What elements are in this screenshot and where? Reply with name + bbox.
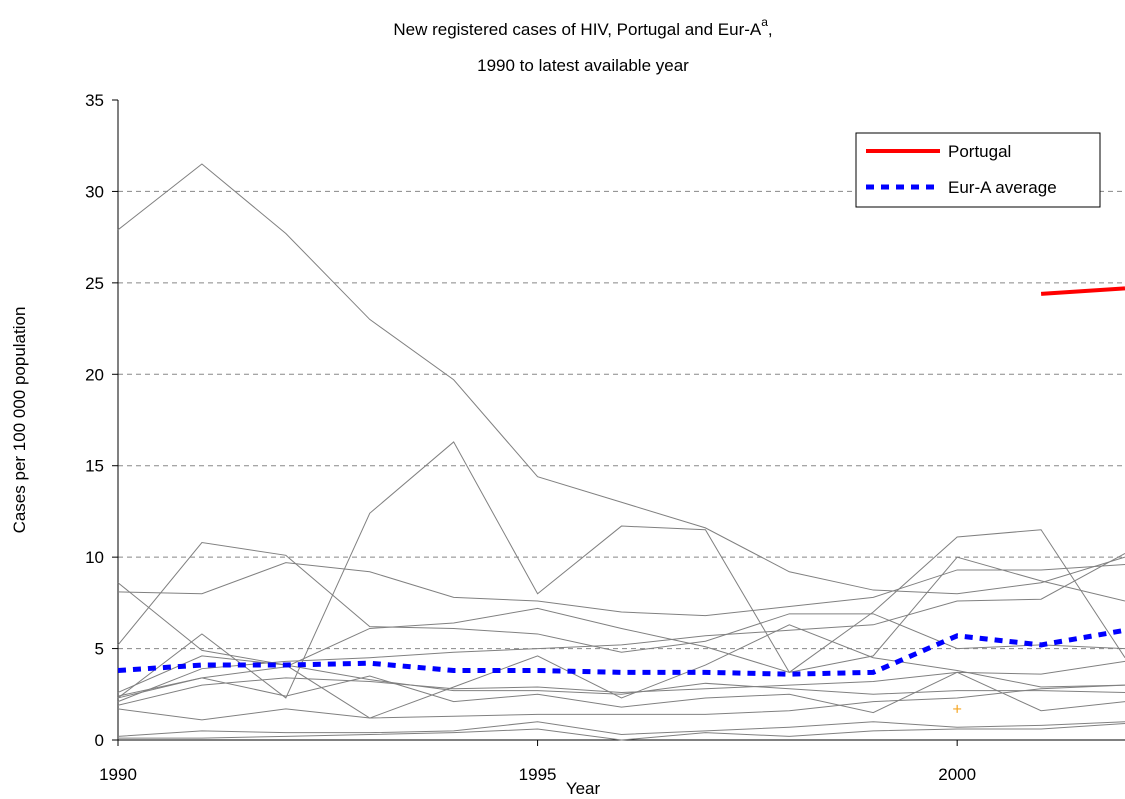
series-line: [117, 721, 1125, 737]
point-marker: [953, 704, 962, 713]
legend-box: [855, 132, 1101, 208]
series-line: [117, 627, 1125, 677]
y-tick-label: 25: [85, 274, 104, 293]
x-axis-label: Year: [566, 779, 601, 798]
series-line: [118, 723, 1125, 741]
series-line: [117, 441, 1125, 699]
y-axis-label: Cases per 100 000 population: [10, 307, 29, 534]
series-line: [117, 541, 1125, 653]
title-superscript: a: [761, 15, 768, 29]
series-line: [117, 684, 1125, 721]
y-tick-label: 20: [85, 365, 104, 384]
y-tick-label: 5: [95, 640, 104, 659]
y-tick-label: 35: [85, 91, 104, 110]
x-tick-label: 1995: [519, 765, 557, 784]
y-tick-label: 30: [85, 182, 104, 201]
series-line: [117, 660, 1125, 706]
series-line: [117, 582, 1125, 719]
series-line: [117, 562, 1125, 617]
y-tick-label: 15: [85, 457, 104, 476]
series-line: [117, 553, 1125, 703]
series-line: [117, 163, 1125, 595]
x-tick-label: 2000: [938, 765, 976, 784]
series-line: [1040, 286, 1125, 296]
y-tick-label: 10: [85, 548, 104, 567]
series-line: [117, 556, 1125, 697]
chart-subtitle: 1990 to latest available year: [477, 56, 689, 75]
chart-title: New registered cases of HIV, Portugal an…: [393, 15, 772, 39]
title-text: New registered cases of HIV, Portugal an…: [393, 20, 762, 39]
series-line: [117, 671, 1125, 714]
x-tick-label: 1990: [99, 765, 137, 784]
legend-label: Portugal: [948, 142, 1011, 161]
y-tick-label: 0: [95, 731, 104, 750]
legend-label: Eur-A average: [948, 178, 1057, 197]
title-suffix: ,: [768, 20, 773, 39]
